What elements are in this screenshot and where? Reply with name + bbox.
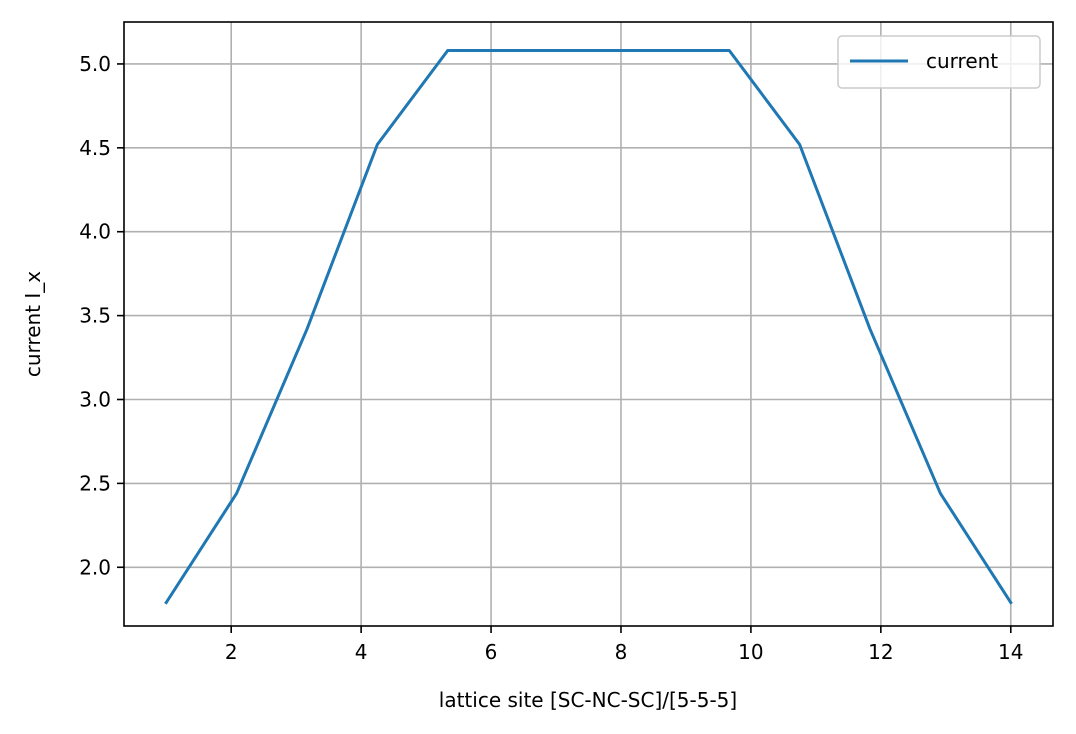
x-tick-label: 10 xyxy=(738,640,763,664)
x-tick-label: 2 xyxy=(225,640,238,664)
legend-label-current: current xyxy=(926,49,998,73)
y-tick-label: 3.0 xyxy=(79,388,111,412)
y-tick-label: 5.0 xyxy=(79,52,111,76)
legend-box xyxy=(837,35,1041,89)
x-tick-label: 12 xyxy=(868,640,893,664)
y-tick-label: 2.5 xyxy=(79,471,111,495)
y-tick-label: 2.0 xyxy=(79,555,111,579)
legend: current xyxy=(837,35,1041,89)
x-tick-label: 14 xyxy=(998,640,1023,664)
x-axis-ticks: 2 4 6 8 10 12 14 xyxy=(225,626,1023,664)
y-tick-label: 4.5 xyxy=(79,136,111,160)
series-layer xyxy=(164,49,1013,605)
y-axis-ticks: 2.0 2.5 3.0 3.5 4.0 4.5 5.0 xyxy=(79,52,124,579)
y-axis-label: current I_x xyxy=(21,271,45,377)
y-tick-label: 3.5 xyxy=(79,304,111,328)
x-tick-label: 8 xyxy=(615,640,628,664)
plot-background xyxy=(124,22,1053,626)
y-tick-label: 4.0 xyxy=(79,220,111,244)
plot-frame xyxy=(123,21,1054,627)
x-axis-label: lattice site [SC-NC-SC]/[5-5-5] xyxy=(439,688,737,712)
x-tick-label: 6 xyxy=(485,640,498,664)
x-tick-label: 4 xyxy=(355,640,368,664)
